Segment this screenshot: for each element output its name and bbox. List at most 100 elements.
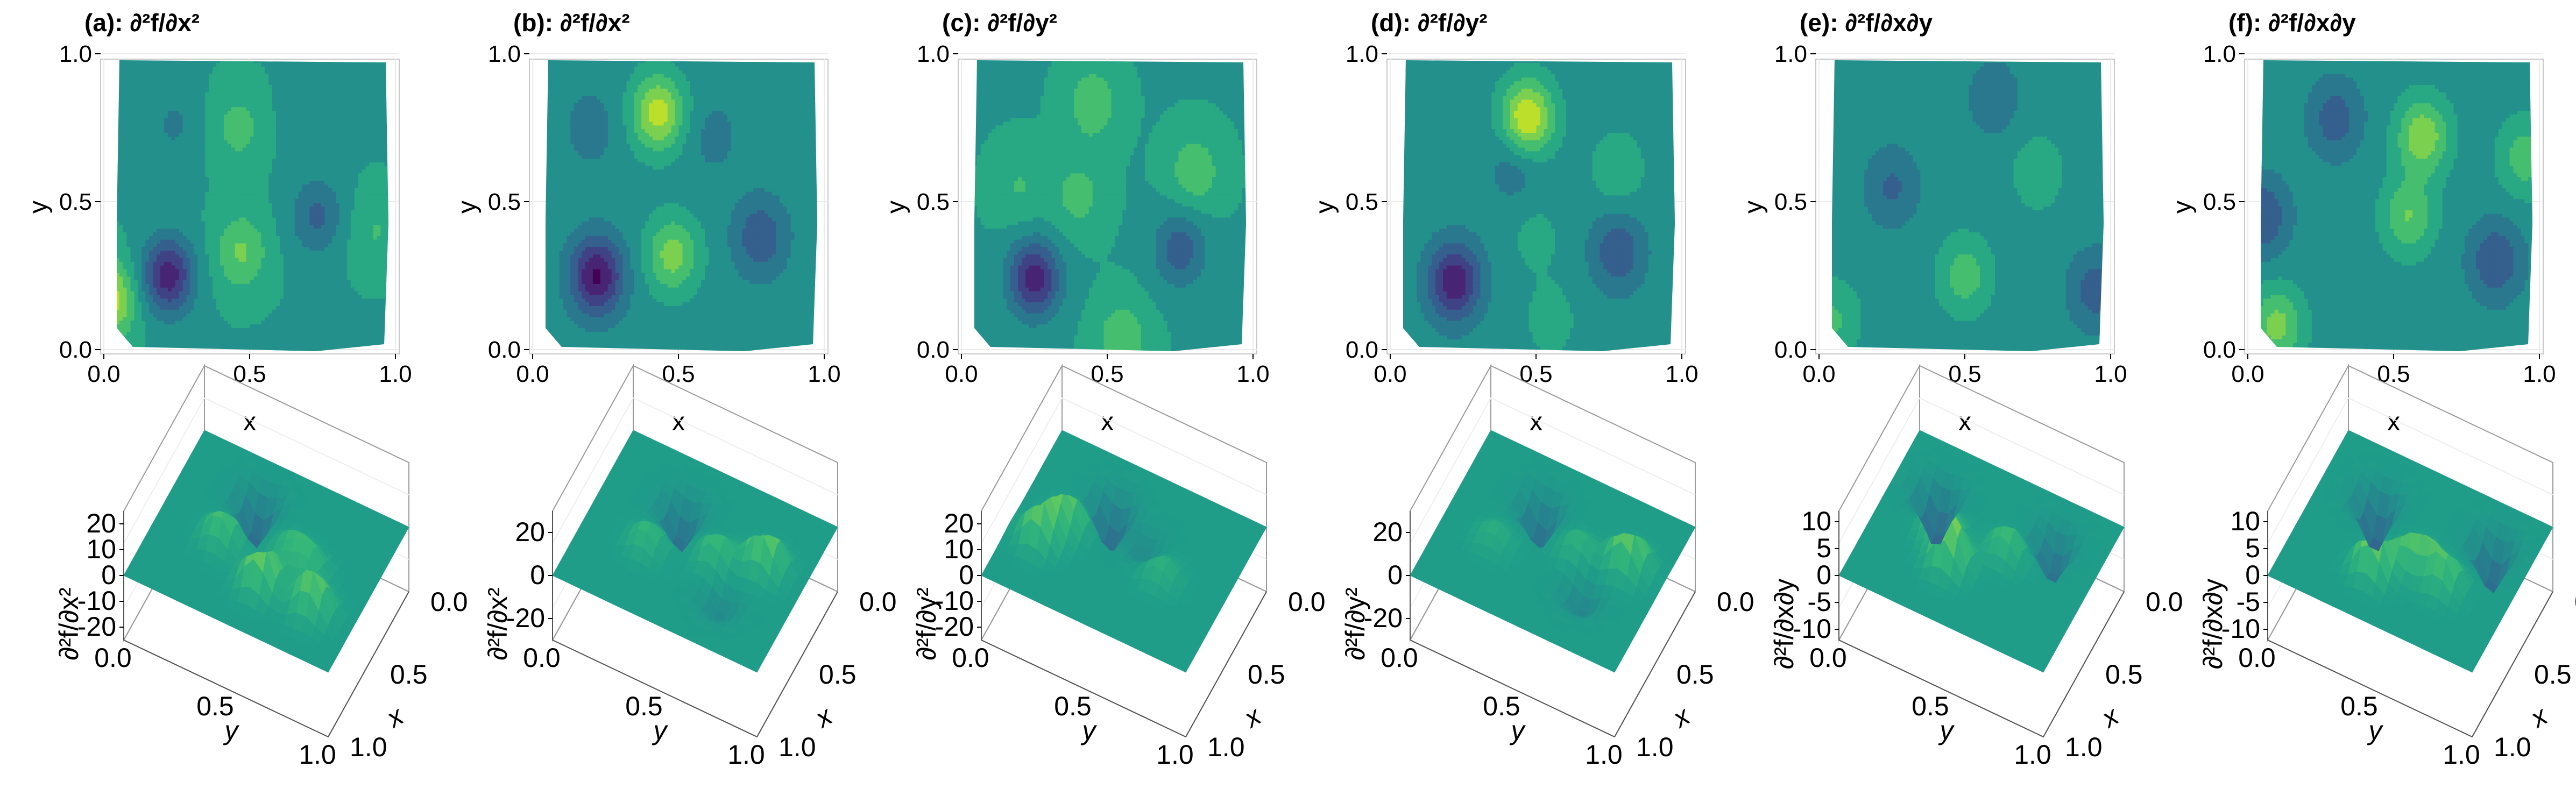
y-axis-label-3d: y bbox=[652, 715, 669, 745]
z-tick-label: 0 bbox=[530, 560, 545, 590]
y-tick-label: 0.0 bbox=[59, 337, 92, 363]
panel-title: (c): ∂²f/∂y² bbox=[942, 9, 1057, 37]
panel-title: (b): ∂²f/∂x² bbox=[513, 9, 630, 37]
x-axis-line bbox=[756, 591, 838, 737]
x-tick-label: 1.0 bbox=[2523, 361, 2556, 387]
x-tick-label: 0.0 bbox=[87, 361, 120, 387]
y-tick-label-3d: 1.0 bbox=[727, 740, 765, 770]
x-axis-line bbox=[1185, 591, 1267, 737]
box-gridline bbox=[981, 397, 1267, 544]
x-tick-label-3d: 0.0 bbox=[859, 587, 897, 617]
contour-panel-f: (f): ∂²f/∂x∂y0.0 0.5 1.00.00.51.0xy bbox=[2168, 9, 2556, 436]
z-axis-label: ∂²f/∂y² bbox=[911, 587, 942, 660]
y-tick-label: 0.0 bbox=[488, 337, 521, 363]
x-tick-label-3d: 1.0 bbox=[2494, 732, 2531, 762]
x-tick-label: 0.5 bbox=[662, 361, 695, 387]
y-axis-label: y bbox=[882, 201, 910, 214]
y-tick-label: 0.0 bbox=[2203, 337, 2236, 363]
y-tick-label-3d: 1.0 bbox=[1585, 740, 1623, 770]
y-tick-label: 1.0 bbox=[1774, 41, 1807, 67]
x-tick-label-3d: 1.0 bbox=[2065, 732, 2103, 762]
surface-mesh bbox=[123, 430, 409, 673]
x-tick-label: 0.5 bbox=[1091, 361, 1123, 387]
x-axis-line bbox=[2472, 591, 2553, 737]
contour-fill bbox=[2261, 60, 2532, 351]
z-tick-label: 10 bbox=[944, 534, 974, 564]
z-tick-label: 20 bbox=[515, 517, 545, 547]
x-tick-label: 1.0 bbox=[808, 361, 840, 387]
y-axis-line bbox=[981, 640, 1186, 737]
box-gridline bbox=[1410, 397, 1696, 544]
x-tick-label-3d: 0.5 bbox=[390, 659, 428, 690]
z-tick-label: 0 bbox=[1816, 560, 1831, 590]
z-tick-label: 5 bbox=[1816, 533, 1831, 563]
x-tick-label-3d: 0.0 bbox=[1288, 587, 1326, 617]
z-tick-label: 20 bbox=[944, 508, 974, 538]
y-tick-label-3d: 0.0 bbox=[1381, 643, 1418, 673]
x-tick-label-3d: 0.0 bbox=[1717, 587, 1754, 617]
contour-panel-d: (d): ∂²f/∂y²0.0 0.5 1.00.00.51.0xy bbox=[1311, 9, 1699, 436]
x-tick-label: 0.0 bbox=[945, 361, 978, 387]
surface-mesh bbox=[1838, 430, 2125, 673]
z-tick-label: -20 bbox=[506, 603, 545, 633]
z-axis-label: ∂²f/∂y² bbox=[1340, 587, 1370, 660]
z-tick-label: -20 bbox=[77, 612, 116, 642]
x-tick-label: 0.0 bbox=[1802, 361, 1835, 387]
x-axis-line bbox=[328, 591, 409, 737]
y-tick-label: 0.5 bbox=[2203, 189, 2236, 215]
x-axis-label-3d: x bbox=[2524, 700, 2553, 734]
box-gridline bbox=[552, 397, 838, 544]
x-tick-label: 1.0 bbox=[379, 361, 412, 387]
z-tick-label: -10 bbox=[935, 586, 974, 616]
panel-title: (a): ∂²f/∂x² bbox=[84, 9, 200, 37]
z-tick-label: 20 bbox=[1372, 517, 1403, 547]
x-tick-label-3d: 0.5 bbox=[2105, 659, 2143, 690]
y-tick-label-3d: 1.0 bbox=[299, 740, 336, 770]
y-axis-label-3d: y bbox=[1938, 715, 1955, 745]
z-axis-label: ∂²f/∂x∂y bbox=[1769, 579, 1799, 670]
contour-fill bbox=[117, 60, 388, 351]
x-tick-label-3d: 0.0 bbox=[2574, 587, 2576, 617]
y-axis-label: y bbox=[24, 201, 53, 214]
panel-title: (d): ∂²f/∂y² bbox=[1371, 9, 1488, 37]
z-tick-label: 10 bbox=[86, 534, 116, 564]
y-tick-label-3d: 0.5 bbox=[196, 691, 234, 721]
y-tick-label-3d: 0.0 bbox=[1809, 643, 1847, 673]
y-tick-label-3d: 0.0 bbox=[94, 643, 132, 673]
y-axis-line bbox=[123, 640, 329, 737]
x-tick-label-3d: 0.5 bbox=[819, 659, 857, 690]
x-tick-label-3d: 1.0 bbox=[779, 732, 816, 762]
y-tick-label: 0.0 bbox=[1346, 337, 1378, 363]
box-gridline bbox=[2267, 397, 2553, 544]
z-tick-label: 20 bbox=[86, 508, 116, 538]
z-tick-label: -20 bbox=[1364, 603, 1403, 633]
panel-title: (f): ∂²f/∂x∂y bbox=[2228, 9, 2356, 37]
z-tick-label: 10 bbox=[1801, 506, 1831, 536]
x-tick-label: 0.5 bbox=[233, 361, 266, 387]
y-tick-label: 1.0 bbox=[59, 41, 92, 67]
x-tick-label-3d: 0.5 bbox=[1676, 659, 1714, 690]
z-tick-label: -20 bbox=[935, 612, 974, 642]
x-tick-label: 1.0 bbox=[2094, 361, 2127, 387]
z-tick-label: -5 bbox=[2237, 587, 2260, 617]
contour-fill bbox=[1403, 60, 1675, 351]
surface-mesh bbox=[552, 430, 838, 673]
contour-fill bbox=[1832, 60, 2104, 351]
z-tick-label: 5 bbox=[2245, 533, 2260, 563]
x-tick-label-3d: 0.5 bbox=[2534, 659, 2572, 690]
y-axis-label: y bbox=[2168, 201, 2197, 214]
y-tick-label: 0.5 bbox=[59, 189, 92, 215]
y-axis-label-3d: y bbox=[1081, 715, 1098, 745]
x-tick-label: 0.0 bbox=[2231, 361, 2264, 387]
x-tick-label-3d: 1.0 bbox=[1636, 732, 1674, 762]
x-tick-label: 0.5 bbox=[2377, 361, 2410, 387]
z-tick-label: 10 bbox=[2230, 506, 2260, 536]
y-tick-label-3d: 0.0 bbox=[523, 643, 561, 673]
z-tick-label: 0 bbox=[959, 560, 974, 590]
y-axis-label-3d: y bbox=[1510, 715, 1526, 745]
